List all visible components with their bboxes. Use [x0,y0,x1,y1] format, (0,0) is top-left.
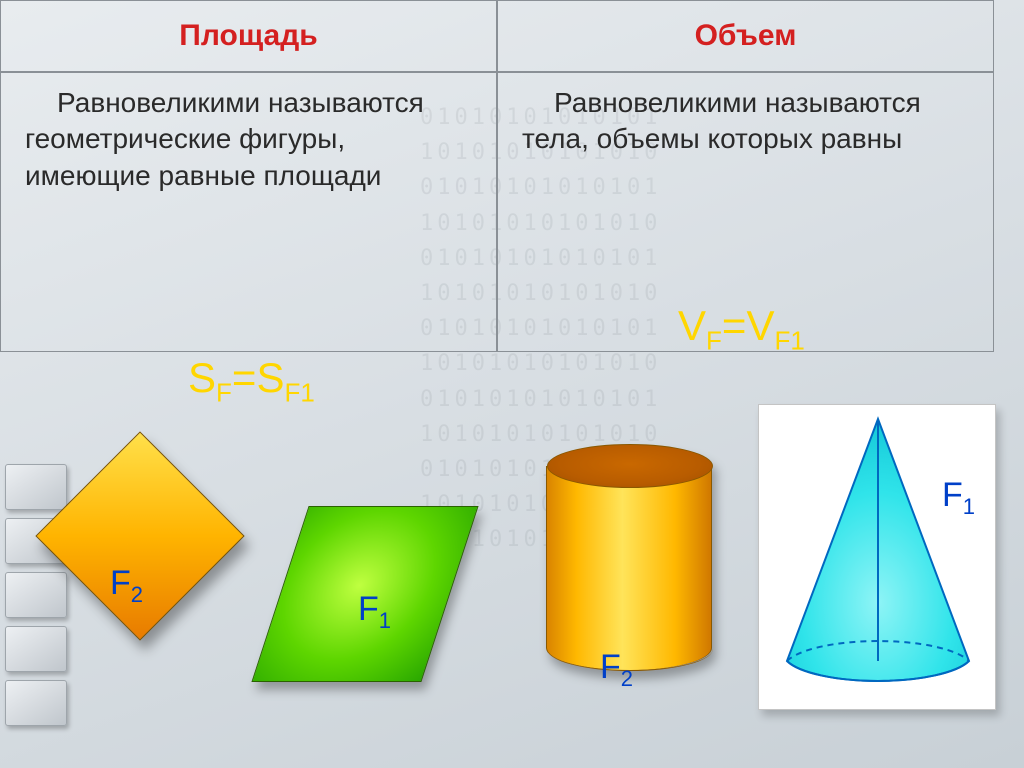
header-volume: Объем [497,0,994,72]
label-cone-sub: 1 [963,494,975,519]
label-diamond-sym: F [110,564,131,602]
diamond-shape [35,431,244,640]
figure-cylinder [546,466,712,670]
label-diamond-sub: 2 [131,582,143,607]
formula-volume-lhs: V [678,302,706,349]
formula-volume-rhs: V [746,302,774,349]
header-area-text: Площадь [179,19,317,53]
cone-shape [759,405,997,711]
formula-volume: VF=VF1 [678,302,805,356]
definition-area: Равновеликими называются геометрические … [0,72,497,352]
formula-area-lhs-sub: F [216,377,232,407]
label-cylinder: F2 [600,648,633,692]
definition-area-text: Равновеликими называются геометрические … [25,85,472,194]
label-cylinder-sym: F [600,648,621,686]
header-volume-text: Объем [695,19,797,53]
formula-volume-rhs-sub: F1 [774,325,804,355]
formula-area-rhs-sub: F1 [284,377,314,407]
figure-cone-panel [758,404,996,710]
figure-diamond [36,432,244,640]
label-diamond: F2 [110,564,143,608]
label-parallelogram-sub: 1 [379,608,391,633]
header-area: Площадь [0,0,497,72]
formula-volume-lhs-sub: F [706,325,722,355]
definition-volume-text: Равновеликими называются тела, объемы ко… [522,85,969,158]
label-parallelogram-sym: F [358,590,379,628]
label-cone: F1 [942,476,975,520]
label-cone-sym: F [942,476,963,514]
cylinder-top [547,444,713,488]
comparison-table: Площадь Объем Равновеликими называются г… [0,0,1024,352]
formula-area: SF=SF1 [188,354,315,408]
formula-area-rhs: S [256,354,284,401]
label-cylinder-sub: 2 [621,666,633,691]
bullet-item [5,680,67,726]
label-parallelogram: F1 [358,590,391,634]
formula-area-lhs: S [188,354,216,401]
cylinder-body [546,466,712,670]
